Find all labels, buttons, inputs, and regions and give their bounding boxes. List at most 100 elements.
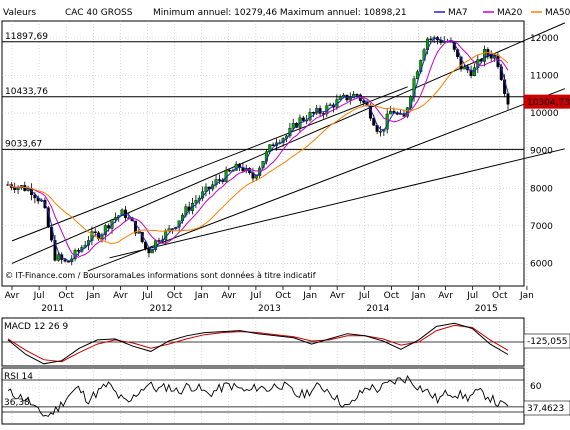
ma-line-ma20 [7, 39, 509, 258]
x-axis: Avr Jul Oct Jan Avr Jul Oct Jan Avr Jul Oct Jan Avr J… [5, 286, 534, 314]
candle-body-25 [90, 231, 94, 241]
ma-line-ma50 [7, 52, 509, 245]
header: Valeurs CAC 40 GROSS Minimum annuel: 102… [3, 8, 570, 18]
candle-body-99 [338, 96, 342, 100]
candle-body-42 [147, 248, 151, 254]
legend-entry-ma20: MA20 [497, 8, 523, 18]
trend-line-2 [109, 148, 565, 259]
macd-panel: MACD 12 26 9 -125,055 [1, 317, 570, 367]
candle-body-111 [378, 131, 382, 133]
x-month-label-16: Avr [438, 291, 453, 301]
candle-body-8 [33, 194, 37, 199]
instrument-name: CAC 40 GROSS [65, 8, 133, 18]
macd-signal-line [7, 324, 509, 363]
x-month-label-17: Jul [466, 291, 478, 301]
reference-label-0: 11897,69 [5, 32, 48, 42]
x-month-label-8: Avr [221, 291, 236, 301]
x-month-label-15: Jan [411, 291, 426, 301]
legend-entry-ma7: MA7 [448, 8, 468, 18]
y-tick-8000: 8000 [530, 184, 553, 194]
reference-label-2: 9033,67 [5, 139, 42, 149]
y-tick-7000: 7000 [530, 222, 553, 232]
rsi-label: RSI 14 [4, 372, 33, 382]
price-y-axis: 6000 7000 8000 9000 10000 11000 12000 [530, 34, 559, 270]
candle-body-90 [308, 112, 312, 121]
macd-lines [7, 322, 509, 365]
price-grid [2, 21, 528, 286]
candle-body-29 [103, 225, 107, 236]
candle-body-96 [328, 104, 332, 107]
candle-body-149 [506, 93, 510, 105]
candle-body-102 [348, 97, 352, 101]
candle-body-106 [362, 100, 366, 103]
candle-body-39 [137, 231, 141, 234]
candle-body-121 [412, 78, 416, 97]
y-tick-6000: 6000 [530, 259, 553, 269]
candle-body-109 [372, 118, 376, 126]
candle-body-142 [483, 49, 487, 62]
rsi-badge-bg [523, 400, 570, 416]
candle-body-138 [469, 69, 473, 77]
candle-body-93 [318, 108, 322, 114]
trend-line-1 [87, 88, 566, 272]
x-month-label-19: Jan [519, 291, 534, 301]
x-year-label-2012: 2012 [150, 304, 173, 314]
x-month-label-11: Jan [302, 291, 317, 301]
x-year-label-2014: 2014 [366, 304, 389, 314]
x-month-label-12: Avr [330, 291, 345, 301]
candle-body-100 [342, 94, 346, 98]
moving-averages [7, 37, 509, 262]
macd-line [7, 322, 509, 365]
candle-body-38 [134, 220, 138, 234]
last-price-badge-bg [524, 94, 570, 109]
price-panel: 11897,69 10433,76 9033,67 6000 7000 8000 9000… [1, 20, 570, 287]
x-month-label-4: Avr [113, 291, 128, 301]
last-price-badge: 10304,73 [524, 94, 570, 109]
candle-body-66 [227, 170, 231, 172]
candle-body-143 [486, 49, 490, 55]
candle-body-144 [489, 54, 493, 59]
candle-body-135 [459, 56, 463, 70]
x-month-label-3: Jan [85, 291, 100, 301]
candle-body-114 [389, 110, 393, 115]
annual-stats: Minimum annuel: 10279,46 Maximum annuel:… [153, 8, 407, 18]
candle-body-35 [123, 209, 127, 218]
candle-body-21 [76, 250, 80, 252]
legend: MA7 MA20 MA50 [434, 8, 570, 18]
rsi-panel: RSI 14 36,38 60 37,4623 [1, 367, 570, 425]
candle-body-32 [113, 217, 117, 220]
reference-label-1: 10433,76 [5, 87, 48, 97]
candle-body-85 [291, 123, 295, 129]
x-month-label-5: Jul [141, 291, 153, 301]
trend-line-3 [11, 86, 408, 242]
x-month-label-0: Avr [5, 291, 20, 301]
rsi-grid [2, 368, 528, 424]
header-label: Valeurs [3, 8, 36, 18]
x-month-label-13: Jul [358, 291, 370, 301]
candle-body-17 [63, 259, 67, 262]
candle-body-136 [462, 66, 466, 70]
x-year-label-2013: 2013 [258, 304, 281, 314]
rsi-lines [7, 374, 509, 417]
candle-body-68 [234, 163, 238, 171]
candle-body-15 [56, 254, 60, 261]
last-price-value: 10304,73 [527, 98, 570, 108]
rsi-high-label: 60 [530, 382, 542, 392]
candle-body-56 [194, 200, 198, 204]
legend-entry-ma50: MA50 [545, 8, 570, 18]
candle-body-91 [311, 112, 315, 114]
candle-body-126 [429, 38, 433, 41]
rsi-low-label: 36,38 [4, 398, 30, 408]
candle-body-104 [355, 94, 359, 96]
x-month-label-7: Jan [194, 291, 209, 301]
candle-body-79 [271, 144, 275, 147]
y-tick-12000: 12000 [530, 34, 559, 44]
x-year-label-2015: 2015 [475, 304, 498, 314]
candle-body-139 [472, 67, 476, 77]
macd-badge-bg [523, 333, 570, 349]
candle-body-103 [352, 94, 356, 99]
x-month-label-9: Jul [249, 291, 261, 301]
watermark: © IT-Finance.com / BoursoramaLes informa… [5, 270, 316, 280]
candle-body-88 [301, 117, 305, 121]
